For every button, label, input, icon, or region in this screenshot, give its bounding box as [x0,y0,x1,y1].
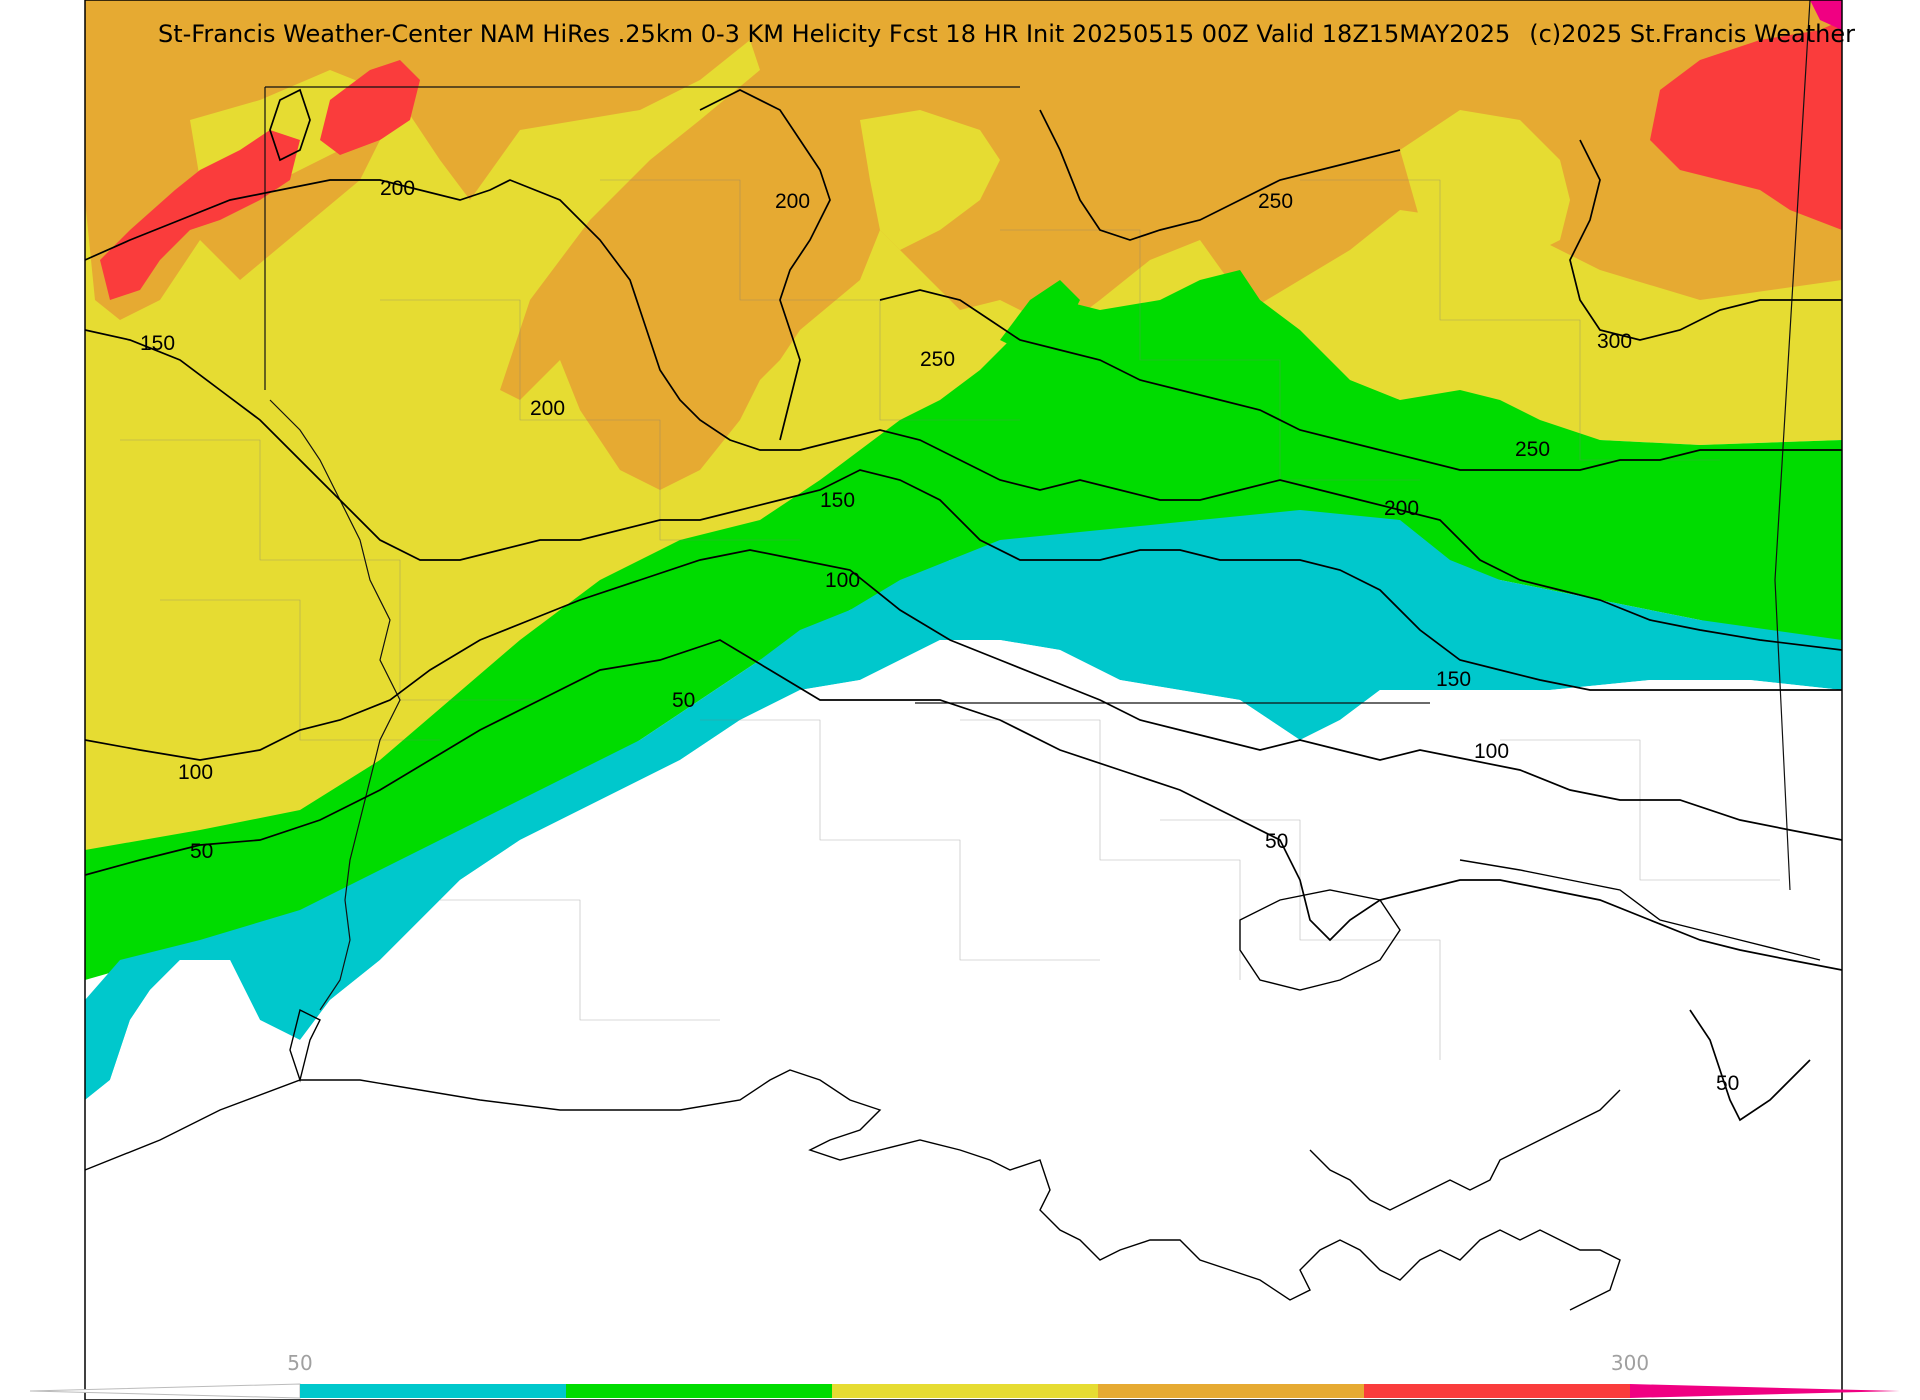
contour-label: 250 [1515,438,1550,461]
contour-label: 200 [380,177,415,200]
fill-red-nw2 [320,60,420,155]
county-line [160,599,440,741]
contour-labels: 200 200 200 250 250 250 300 150 150 150 … [140,177,1739,1095]
helicity-fill-layer [85,0,1842,1400]
contour-100 [85,549,1842,841]
contour-150 [85,329,1842,691]
contour-50-south [1689,1009,1811,1122]
contour-250-n [1039,109,1401,241]
county-line [1500,739,1780,881]
coastline-lake [1239,889,1401,991]
county-lines [120,179,1780,1060]
colorbar-segment [1364,1384,1630,1398]
contour-label: 250 [1258,190,1293,213]
contour-250 [879,289,1842,471]
contour-label: 100 [825,569,860,592]
contour-50 [85,639,1842,971]
contour-300-nw [269,88,311,162]
contour-200 [85,179,1842,651]
state-boundary-river [269,399,401,1011]
contour-200-n [699,89,831,441]
contour-label: 300 [1597,330,1632,353]
colorbar-right-extension [1630,1384,1900,1398]
coastline-east [1459,859,1821,961]
fill-yellow-pocket-n [860,110,1000,250]
contour-label: 50 [1265,830,1288,853]
county-line [960,719,1241,980]
fill-orange-region [85,0,1842,490]
fill-cyan-band [85,510,1842,1100]
fill-magenta-ne [1810,0,1842,30]
map-title: St-Francis Weather-Center NAM HiRes .25k… [158,20,1510,48]
coastline [84,859,1821,1311]
contour-label: 150 [820,489,855,512]
county-line [1000,229,1420,481]
contour-label: 200 [775,190,810,213]
map-frame [84,0,1843,1400]
contour-label: 150 [1436,668,1471,691]
fill-white-south [85,640,1842,1400]
fill-yellow-pocket-ne [1400,110,1570,260]
coastline-delta [1309,1089,1621,1211]
fill-red-ne [1650,20,1842,230]
state-boundaries [264,0,1811,1011]
contour-label: 50 [190,840,213,863]
county-line [1300,179,1720,461]
colorbar-segment [566,1384,832,1398]
contour-label: 50 [672,689,695,712]
contour-label: 250 [920,348,955,371]
helicity-contours [85,88,1842,1122]
copyright-notice: (c)2025 St.Francis Weather [1529,20,1855,48]
contour-label: 200 [530,397,565,420]
county-line [380,299,800,541]
fill-red-nw [100,130,300,300]
county-line [120,439,540,701]
state-boundary-east [1774,0,1811,891]
colorbar-segment [1098,1384,1364,1398]
contour-label: 50 [1716,1072,1739,1095]
colorbar-segment [300,1384,566,1398]
colorbar-segment [832,1384,1098,1398]
coastline-bay [289,1008,321,1083]
county-line [1160,819,1441,1060]
colorbar-tick-high: 300 [1611,1351,1649,1375]
contour-300 [1569,139,1842,341]
contour-label: 150 [140,332,175,355]
colorbar: 50 300 [29,1351,1900,1399]
county-line [600,179,1020,421]
coastline-main [84,1069,1621,1311]
county-line [440,899,720,1021]
contour-label: 100 [178,761,213,784]
colorbar-tick-low: 50 [287,1351,312,1375]
county-line [700,719,1100,961]
contour-label: 200 [1384,497,1419,520]
contour-label: 100 [1474,740,1509,763]
